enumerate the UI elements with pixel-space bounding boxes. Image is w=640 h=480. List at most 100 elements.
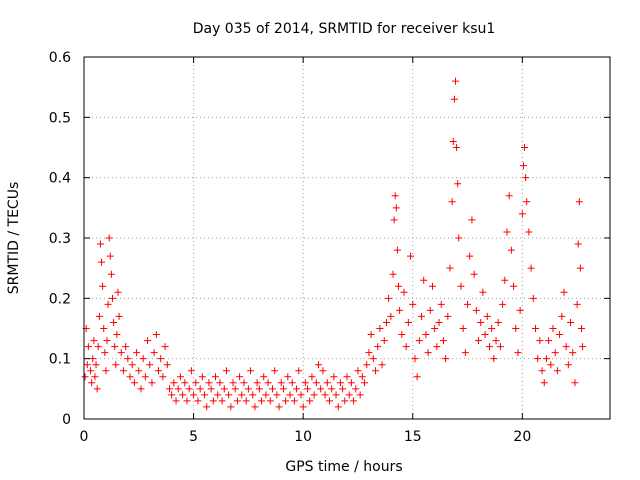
- data-point: [578, 325, 586, 332]
- data-point: [306, 397, 314, 405]
- data-point: [376, 325, 384, 332]
- data-point: [492, 337, 500, 345]
- data-point: [301, 379, 309, 387]
- data-point: [183, 397, 191, 405]
- x-axis-label: GPS time / hours: [285, 459, 402, 475]
- data-point: [319, 367, 327, 375]
- data-point: [111, 343, 119, 351]
- data-point: [503, 228, 511, 236]
- data-point: [297, 391, 305, 399]
- data-point: [409, 300, 417, 308]
- data-point: [402, 343, 410, 351]
- data-point: [392, 204, 400, 212]
- data-point: [516, 306, 524, 314]
- data-point: [411, 355, 419, 363]
- data-point: [115, 312, 123, 320]
- data-point: [464, 300, 472, 308]
- data-point: [545, 337, 553, 345]
- data-point: [148, 379, 156, 387]
- data-point: [361, 379, 369, 387]
- data-point: [556, 331, 564, 339]
- data-point: [496, 343, 504, 351]
- data-point: [562, 343, 570, 351]
- data-point: [98, 258, 106, 266]
- data-point: [137, 385, 145, 393]
- data-point: [426, 306, 434, 314]
- data-point: [428, 282, 436, 290]
- data-point: [446, 264, 454, 272]
- data-point: [431, 325, 439, 332]
- data-point: [352, 385, 360, 393]
- data-point: [108, 294, 116, 302]
- data-point: [459, 325, 467, 332]
- data-point: [100, 325, 108, 332]
- data-point: [262, 391, 270, 399]
- data-point: [576, 264, 584, 272]
- data-point: [336, 379, 344, 387]
- data-point: [422, 331, 430, 339]
- data-point: [112, 361, 120, 369]
- data-point: [393, 246, 401, 254]
- data-point: [187, 367, 195, 375]
- data-point: [454, 180, 462, 188]
- data-point: [507, 246, 515, 254]
- data-points: [81, 77, 587, 411]
- data-point: [367, 331, 375, 339]
- data-point: [477, 318, 485, 326]
- data-point: [220, 385, 228, 393]
- data-point: [564, 361, 572, 369]
- data-point: [553, 367, 561, 375]
- data-point: [522, 174, 530, 182]
- data-point: [510, 282, 518, 290]
- x-tick-label: 10: [294, 429, 312, 445]
- y-tick-label: 0.3: [49, 231, 71, 247]
- data-point: [325, 397, 333, 405]
- y-tick-label: 0.1: [49, 352, 71, 368]
- data-point: [437, 300, 445, 308]
- data-point: [521, 144, 529, 151]
- data-point: [201, 391, 209, 399]
- chart-title: Day 035 of 2014, SRMTID for receiver ksu…: [193, 21, 496, 37]
- data-point: [472, 306, 480, 314]
- data-point: [387, 312, 395, 320]
- data-point: [218, 397, 226, 405]
- data-point: [475, 337, 482, 345]
- data-point: [569, 349, 577, 357]
- data-point: [95, 312, 103, 320]
- data-point: [172, 397, 180, 405]
- data-point: [310, 391, 318, 399]
- data-point: [433, 343, 441, 351]
- data-point: [369, 355, 377, 363]
- data-point: [273, 391, 281, 399]
- data-point: [505, 192, 513, 200]
- data-point: [304, 385, 312, 393]
- x-tick-label: 0: [80, 429, 89, 445]
- data-point: [275, 403, 283, 411]
- data-point: [339, 385, 347, 393]
- data-point: [253, 379, 261, 387]
- data-point: [534, 355, 542, 363]
- data-point: [380, 337, 388, 345]
- data-point: [378, 361, 386, 369]
- data-point: [343, 373, 351, 381]
- data-point: [560, 288, 568, 296]
- data-point: [157, 355, 165, 363]
- data-point: [192, 379, 200, 387]
- data-point: [128, 361, 136, 369]
- data-point: [122, 343, 130, 351]
- data-point: [356, 391, 364, 399]
- data-point: [102, 367, 110, 375]
- data-point: [266, 397, 274, 405]
- data-point: [574, 240, 582, 248]
- data-point: [542, 355, 550, 363]
- data-point: [479, 288, 487, 296]
- data-point: [107, 270, 115, 278]
- data-point: [106, 252, 114, 260]
- data-point: [567, 318, 575, 326]
- data-point: [374, 343, 382, 351]
- data-point: [104, 300, 112, 308]
- data-point: [212, 373, 219, 381]
- data-point: [139, 355, 147, 363]
- data-point: [470, 270, 478, 278]
- data-point: [240, 379, 248, 387]
